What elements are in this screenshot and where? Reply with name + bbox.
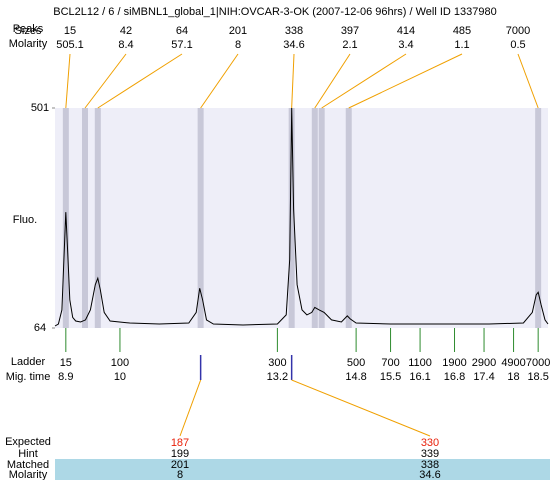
peak-band — [197, 108, 204, 328]
expected-value: 330 — [421, 437, 439, 449]
peak-size: 397 — [341, 25, 359, 37]
ladder-size: 7000 — [526, 357, 550, 369]
y-label: Fluo. — [13, 214, 37, 226]
matched-molarity: 8 — [177, 469, 183, 480]
ladder-time: 18.5 — [527, 371, 548, 383]
ladder-size: 100 — [111, 357, 129, 369]
ladder-time: 15.5 — [380, 371, 401, 383]
peak-band — [311, 108, 318, 328]
mig-time-label: Mig. time — [6, 371, 51, 383]
hint-value: 199 — [171, 448, 189, 460]
peak-connector — [348, 53, 463, 109]
peaks-label: Peaks — [13, 23, 44, 35]
ladder-size: 1900 — [442, 357, 466, 369]
peak-connector — [65, 53, 71, 109]
ladder-size: 700 — [381, 357, 399, 369]
peak-connector — [314, 53, 351, 109]
peak-size: 7000 — [506, 25, 530, 37]
ladder-size: 4900 — [501, 357, 525, 369]
peak-molarity: 57.1 — [171, 39, 192, 51]
peak-band — [345, 108, 352, 328]
matched-value: 201 — [171, 459, 189, 471]
ladder-size: 300 — [268, 357, 286, 369]
expected-value: 187 — [171, 437, 189, 449]
peak-connector — [97, 53, 183, 109]
ladder-time: 13.2 — [267, 371, 288, 383]
ladder-size: 15 — [60, 357, 72, 369]
peak-band — [94, 108, 101, 328]
molarity-label: Molarity — [9, 469, 48, 480]
ladder-size: 2900 — [472, 357, 496, 369]
ladder-time: 10 — [114, 371, 126, 383]
plot-area — [55, 108, 548, 328]
peak-size: 201 — [229, 25, 247, 37]
peak-molarity: 8 — [235, 39, 241, 51]
matched-molarity: 34.6 — [419, 469, 440, 480]
peak-connector — [517, 53, 539, 109]
peak-molarity: 34.6 — [283, 39, 304, 51]
trace-line — [54, 107, 549, 327]
peak-molarity: 2.1 — [342, 39, 357, 51]
y-tick-label: 501 — [31, 102, 49, 114]
ladder-time: 14.8 — [345, 371, 366, 383]
ladder-time: 18 — [507, 371, 519, 383]
ladder-time: 16.8 — [444, 371, 465, 383]
peak-size: 485 — [453, 25, 471, 37]
ladder-time: 16.1 — [409, 371, 430, 383]
expected-label: Expected — [5, 436, 51, 448]
peak-molarity: 1.1 — [454, 39, 469, 51]
hint-value: 339 — [421, 448, 439, 460]
peak-connector — [291, 53, 295, 109]
ladder-size: 500 — [347, 357, 365, 369]
ladder-size: 1100 — [408, 357, 432, 369]
peak-size: 15 — [64, 25, 76, 37]
title: BCL2L12 / 6 / siMBNL1_global_1|NIH:OVCAR… — [53, 6, 497, 18]
molarity-label: Molarity — [9, 38, 48, 50]
expected-connector — [179, 379, 202, 437]
expected-connector — [291, 379, 431, 437]
ladder-time: 8.9 — [58, 371, 73, 383]
ladder-label: Ladder — [11, 356, 46, 368]
peak-band — [318, 108, 325, 328]
peak-connector — [321, 53, 407, 109]
matched-value: 338 — [421, 459, 439, 471]
peak-band — [82, 108, 89, 328]
peak-band — [535, 108, 542, 328]
ladder-time: 17.4 — [473, 371, 494, 383]
peak-connector — [200, 53, 239, 109]
matched-band — [55, 459, 550, 480]
peak-molarity: 3.4 — [398, 39, 413, 51]
hint-label: Hint — [18, 448, 38, 460]
peak-molarity: 8.4 — [118, 39, 133, 51]
peak-molarity: 0.5 — [510, 39, 525, 51]
peak-size: 414 — [397, 25, 415, 37]
peak-size: 42 — [120, 25, 132, 37]
peak-connector — [84, 53, 127, 109]
peak-size: 64 — [176, 25, 188, 37]
peak-molarity: 505.1 — [56, 39, 84, 51]
y-tick-label: 64 — [34, 322, 46, 334]
peak-band — [288, 108, 295, 328]
matched-label: Matched — [7, 459, 49, 471]
sizes-label: Sizes — [15, 25, 42, 37]
peak-size: 338 — [285, 25, 303, 37]
